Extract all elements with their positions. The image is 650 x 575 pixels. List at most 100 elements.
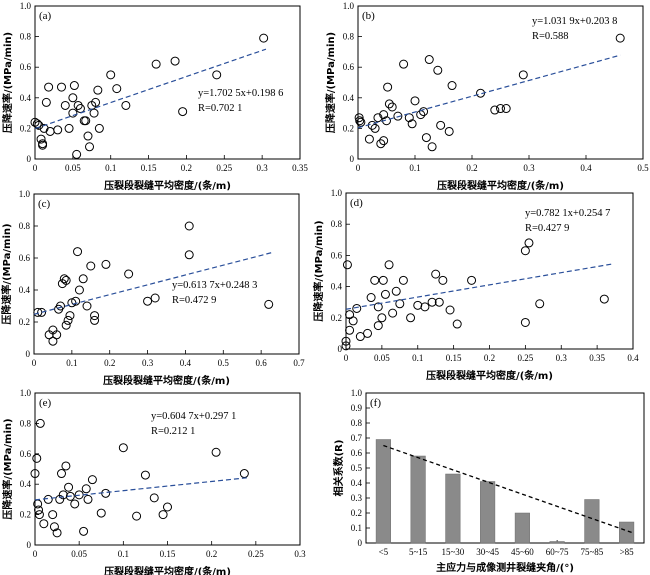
- data-point: [163, 502, 172, 512]
- data-point: [56, 301, 65, 311]
- data-point: [366, 293, 376, 303]
- y-axis-title: 压降速率/(MPa/min): [1, 32, 14, 133]
- data-point: [38, 140, 48, 150]
- x-tick-label: 0.5: [637, 163, 649, 173]
- plot-frame: [33, 193, 300, 355]
- y-tick-label: 1.0: [20, 1, 32, 11]
- y-tick-label: 0.8: [19, 221, 31, 231]
- data-point: [151, 59, 161, 69]
- y-tick-label: 0.8: [331, 219, 343, 229]
- panel-label: (a): [39, 10, 52, 22]
- regression-equation: y=1.702 5x+0.198 6: [198, 88, 283, 99]
- y-tick-label: 0: [26, 349, 31, 359]
- data-point: [124, 269, 134, 279]
- data-point: [212, 70, 222, 80]
- x-tick-label: 0.3: [294, 549, 306, 559]
- data-point: [85, 142, 95, 152]
- y-tick-label: 0.8: [20, 418, 32, 428]
- fit-line: [33, 251, 273, 315]
- y-tick-label: 0.4: [20, 479, 32, 489]
- data-point: [524, 238, 534, 248]
- data-point: [383, 82, 393, 92]
- x-axis-title: 压裂段裂缝平均密度/(条/m): [104, 179, 231, 192]
- data-point: [132, 511, 142, 521]
- data-point: [391, 286, 401, 296]
- data-point: [64, 482, 74, 492]
- y-axis-title: 压降速率/(MPa/min): [324, 32, 337, 133]
- data-point: [35, 418, 45, 428]
- data-point: [436, 120, 446, 130]
- data-point: [79, 526, 89, 536]
- data-point: [398, 275, 408, 285]
- data-point: [355, 116, 365, 126]
- y-axis-title: 压降速率/(MPa/min): [312, 220, 325, 321]
- y-tick-label: 0.6: [331, 250, 343, 260]
- x-axis-title: 压裂段裂缝平均密度/(条/m): [426, 369, 553, 382]
- x-tick-label: 0.6: [256, 358, 268, 368]
- chart-panel-4: 0 0.2 0.4 0.6 0.8 1.0 (d) 压裂段裂缝平均密度/(条/m) 压降速率/(…: [312, 188, 639, 382]
- data-point: [53, 125, 63, 135]
- data-point: [264, 299, 274, 309]
- data-point: [363, 328, 373, 338]
- data-point: [101, 259, 111, 269]
- bar: [549, 541, 565, 544]
- data-point: [384, 99, 394, 109]
- data-point: [64, 123, 74, 133]
- x-tick-label: 0.3: [142, 358, 154, 368]
- correlation-coefficient: R=0.472 9: [172, 295, 216, 306]
- x-tick-label: 0.3: [523, 163, 535, 173]
- x-axis-title: 主应力与成像测井裂缝夹角/(°): [436, 561, 574, 574]
- chart-panel-1: 0 0.2 0.4 0.6 0.8 1.0 (a) 压裂段裂缝平均密度/(条/m) 压降速率/(…: [1, 1, 308, 192]
- data-point: [74, 285, 84, 295]
- data-point: [83, 494, 93, 504]
- y-tick-label: 0.2: [20, 510, 31, 520]
- data-point: [149, 493, 159, 503]
- data-point: [452, 319, 462, 329]
- x-tick-label: 5~15: [409, 547, 428, 557]
- x-axis-title: 压裂段裂缝平均密度/(条/m): [437, 179, 564, 192]
- data-point: [420, 302, 430, 312]
- data-point: [71, 296, 81, 306]
- chart-panel-5: 0 0.2 0.4 0.6 0.8 1.0 (e) 压裂段裂缝平均密度/(条/m) 压降速率/(…: [1, 388, 306, 575]
- y-tick-label: 0.8: [20, 32, 32, 42]
- data-point: [82, 301, 92, 311]
- data-point: [421, 133, 431, 143]
- data-point: [399, 59, 409, 69]
- correlation-coefficient: R=0.427 9: [525, 223, 569, 234]
- x-tick-label: 0.1: [105, 163, 116, 173]
- data-point: [90, 311, 100, 321]
- data-point: [106, 70, 116, 80]
- panel-label: (d): [350, 197, 363, 209]
- y-tick-label: 0.2: [343, 123, 354, 133]
- x-tick-label: 0.35: [589, 353, 605, 363]
- data-point: [63, 315, 73, 325]
- data-point: [490, 105, 500, 115]
- data-point: [384, 260, 394, 270]
- x-axis-title: 压裂段裂缝平均密度/(条/m): [104, 565, 231, 575]
- data-point: [90, 315, 100, 325]
- bar: [480, 481, 496, 544]
- data-point: [259, 33, 269, 43]
- data-point: [43, 494, 53, 504]
- y-tick-label: 0.1: [351, 523, 362, 533]
- data-point: [65, 491, 75, 501]
- y-tick-label: 0: [27, 154, 32, 164]
- y-tick-label: 0.7: [351, 433, 363, 443]
- x-tick-label: 0: [33, 549, 38, 559]
- data-point: [445, 305, 455, 315]
- bar: [584, 499, 600, 544]
- x-tick-label: 15~30: [441, 547, 464, 557]
- x-tick-label: 60~75: [546, 547, 569, 557]
- data-point: [393, 111, 403, 121]
- y-tick-label: 0.4: [331, 282, 343, 292]
- y-tick-label: 0.5: [351, 463, 363, 473]
- data-point: [112, 84, 122, 94]
- data-point: [65, 311, 75, 321]
- data-point: [413, 300, 423, 310]
- x-tick-label: 0.15: [160, 549, 176, 559]
- y-tick-label: 0.8: [351, 418, 363, 428]
- data-point: [404, 113, 414, 123]
- data-point: [410, 96, 420, 106]
- data-point: [239, 469, 249, 479]
